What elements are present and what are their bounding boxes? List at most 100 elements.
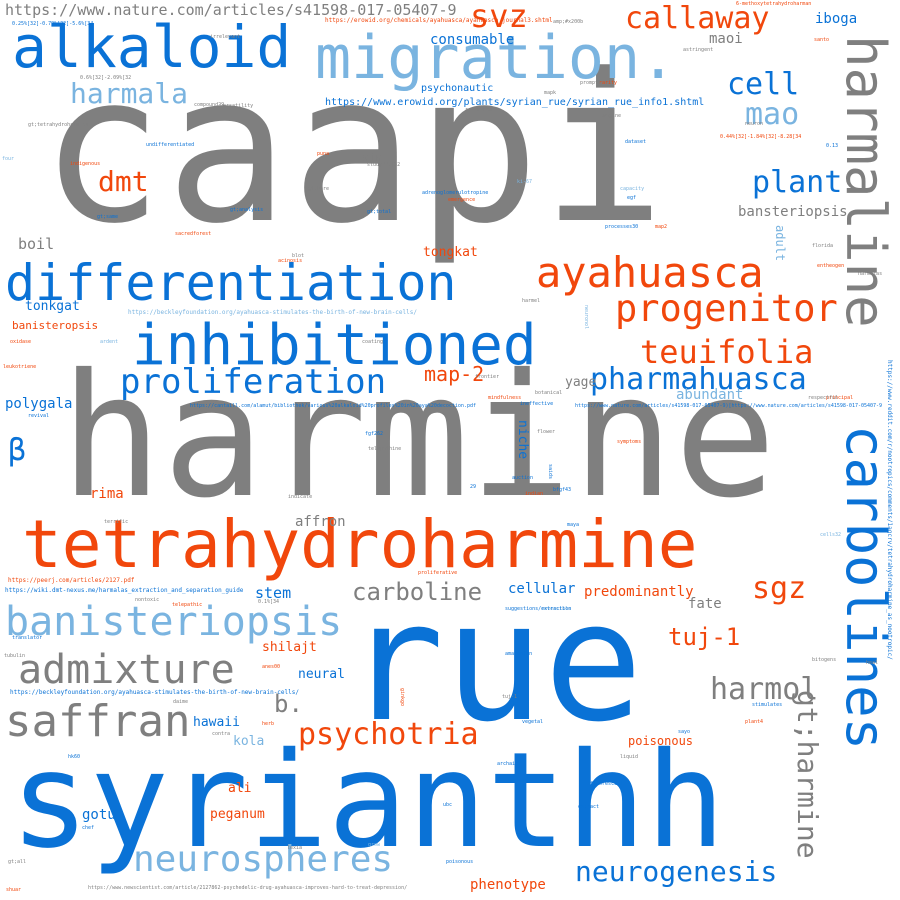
tiny-word: heal [866,660,879,666]
word-sin: sin [362,151,382,164]
word-kola: kola [233,734,265,749]
word-consumable: consumable [430,32,515,48]
tiny-word: tuj-1 [502,694,518,700]
tiny-word: cells32 [820,532,842,538]
tiny-word: 0.6%[32]-2.09%[32 [80,75,132,81]
word-phenotype: phenotype [470,877,546,893]
word-shilajt: shilajt [262,640,317,655]
tiny-word: lexia [287,845,303,851]
tiny-word: neuron [745,121,764,127]
tiny-word: proliferative [418,570,458,576]
tiny-word: study**.[32 [367,162,401,168]
tiny-word: harmalas [858,271,883,277]
tiny-word: gt;tetrahydroharmine [28,122,89,128]
tiny-word: extract [578,804,600,810]
tiny-word: poisonous [446,859,474,865]
url-cantaill[interactable]: https://cantaill.com/alamut/bibliothek/v… [190,403,476,409]
tiny-word: prompts [580,80,602,86]
tiny-word: rarity [599,80,618,86]
word-rima: rima [90,486,124,502]
tiny-word: capacity [620,186,645,192]
tiny-word: indicate [288,494,313,500]
url-dmt-nexus[interactable]: https://wiki.dmt-nexus.me/harmalas_extra… [5,587,244,594]
tiny-word: ki-67 [517,179,533,185]
tiny-word: 0.13 [826,143,839,149]
word-niche: niche [515,420,530,460]
tiny-word: grow [368,842,381,848]
word-callaway: callaway [625,1,770,36]
word-plant: plant [752,165,843,200]
tiny-word: flower [537,429,556,435]
tiny-word: 0.25%[32]-0.79%[32]-5.6%[34 [12,21,94,27]
word-inhibitioned: inhibitioned [132,313,537,378]
word-psychotria: psychotria [298,717,479,752]
word-ali: ali [228,781,252,796]
url-peerj[interactable]: https://peerj.com/articles/2127.pdf [8,577,135,584]
tiny-word: auction [512,475,534,481]
tiny-word: adrenoglomerulotropine [422,190,489,196]
tiny-word: map2 [655,224,668,230]
tiny-word: maya [567,522,580,528]
tiny-word: gt;same [97,214,119,220]
tiny-word: 0.44%[32]-1.84%[32]-8.28[34 [720,134,802,140]
word-tetrahydroharmine: tetrahydroharmine [22,506,698,583]
word-migration: migration. [315,23,677,93]
tiny-word: amazonian [505,651,533,657]
word-saffran: saffran [5,696,191,747]
url-newscientist[interactable]: https://www.newscientist.com/article/212… [88,885,408,891]
tiny-word: egf [627,195,637,201]
tiny-word: ineffective [520,401,554,407]
tiny-word: fgf262 [365,431,384,437]
tiny-word: dataset [625,139,647,145]
tiny-word: florida [812,243,834,249]
tiny-word: sacredforest [175,231,212,237]
word-dmt: dmt [98,165,149,198]
tiny-word: suggestions/extraction [505,606,572,612]
tiny-word: ubc [443,802,453,808]
word-admixture: admixture [18,647,235,693]
word-ayahuasca: ayahuasca [536,248,764,297]
url-erowid-journal[interactable]: https://erowid.org/chemicals/ayahuasca/a… [325,17,553,24]
word-proliferation: proliferation [120,362,387,402]
tiny-word: shuar [6,887,22,893]
word-cell: cell [727,67,800,102]
tiny-word: gt;analysis [230,207,264,213]
tiny-word: harmel [522,298,541,304]
word-gtharmine: gt;harmine [791,690,824,859]
tiny-word: undifferentiated [146,142,195,148]
tiny-word: tubulin [4,653,26,659]
tiny-word: versatility [220,103,254,109]
word-harmala: harmala [70,77,189,110]
word-yage: yage [565,375,597,390]
tiny-word: entheogen [817,263,845,269]
tiny-word: gt;here [308,186,330,192]
tiny-word: frontier [475,374,500,380]
tiny-word: coating [362,339,384,345]
tiny-word: symptoms [617,439,642,445]
url-reddit[interactable]: https://www.reddit.com/r/nootropics/comm… [886,360,893,660]
url-nature-2[interactable]: https://www.nature.com/articles/s41598-0… [575,403,883,409]
tiny-word: fluorescent [590,781,624,787]
word-tuj1: tuj-1 [668,623,741,651]
word-maoi: maoi [709,31,743,47]
tiny-word: irrelevant [210,34,241,40]
tiny-word: gt;all [8,859,27,865]
tiny-word: oxidase [10,339,32,345]
url-erowid[interactable]: https://www.erowid.org/plants/syrian_rue… [325,97,705,108]
word-teuifolia: teuifolia [640,333,814,371]
word-b: b. [274,690,303,718]
url-beckley[interactable]: https://beckleyfoundation.org/ayahuasca-… [128,309,417,316]
word-polygala: polygala [5,396,73,412]
tiny-word: 6-methoxytetrahydroharman [736,1,812,7]
word-abundant: abundant [676,387,744,403]
word-alkaloid: alkaloid [12,13,292,81]
tiny-word: telepathine [368,446,402,452]
url-beckley-2[interactable]: https://beckleyfoundation.org/ayahuasca-… [10,689,299,696]
word-adult: adult [773,225,787,262]
tiny-word: indigenous [70,161,101,167]
url-nature[interactable]: https://www.nature.com/articles/s41598-0… [5,1,457,19]
tiny-word: revival [28,413,50,419]
word-tongkat: tongkat [423,245,478,260]
word-sgz: sgz [752,571,807,606]
